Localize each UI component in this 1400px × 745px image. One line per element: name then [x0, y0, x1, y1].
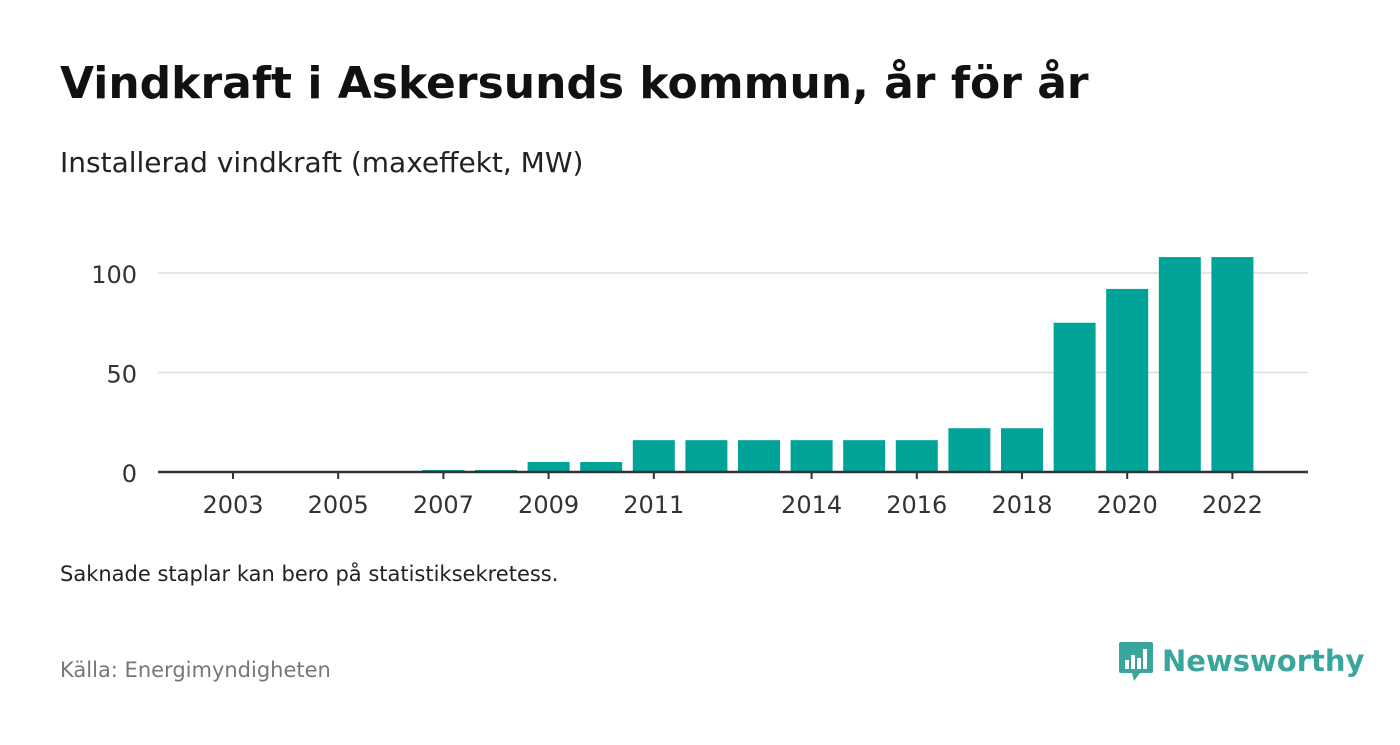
x-tick-label: 2011	[623, 491, 684, 519]
bar-2017	[948, 428, 991, 472]
x-tick-label: 2009	[518, 491, 579, 519]
source-text: Källa: Energimyndigheten	[60, 658, 331, 682]
bar-2012	[685, 440, 728, 472]
x-tick-label: 2007	[413, 491, 474, 519]
bar-2010	[580, 462, 623, 472]
x-tick-label: 2020	[1097, 491, 1158, 519]
y-tick-label: 0	[122, 460, 137, 488]
bar-2013	[738, 440, 780, 472]
chart-title: Vindkraft i Askersunds kommun, år för år	[60, 58, 1089, 109]
bar-2019	[1053, 322, 1096, 472]
bar-2016	[895, 440, 938, 472]
bar-2014	[790, 440, 833, 472]
bar-2020	[1106, 288, 1149, 472]
x-tick-labels: 2003 2005 2007 2009 2011 2014 2016 2018 2020 2022	[202, 472, 1263, 519]
chart-subtitle: Installerad vindkraft (maxeffekt, MW)	[60, 146, 584, 179]
y-tick-label: 50	[106, 361, 137, 389]
bar-2015	[843, 440, 886, 472]
newsworthy-logo-icon	[1119, 642, 1153, 681]
brand-logo: Newsworthy	[1118, 640, 1364, 682]
bar-2018	[1001, 428, 1043, 472]
x-tick-label: 2022	[1202, 491, 1263, 519]
y-tick-label: 100	[91, 261, 137, 289]
x-tick-label: 2016	[886, 491, 947, 519]
footnote: Saknade staplar kan bero på statistiksek…	[60, 562, 559, 586]
bar-2011	[632, 440, 675, 472]
x-tick-label: 2018	[991, 491, 1052, 519]
bar-2021	[1158, 257, 1201, 472]
x-tick-label: 2014	[781, 491, 842, 519]
bar-2022	[1211, 257, 1254, 472]
x-tick-label: 2003	[202, 491, 263, 519]
bar-2009	[527, 462, 570, 472]
brand-name: Newsworthy	[1162, 644, 1365, 678]
x-tick-label: 2005	[308, 491, 369, 519]
bar-layer	[422, 257, 1254, 472]
y-tick-labels: 0 50 100	[91, 261, 137, 488]
